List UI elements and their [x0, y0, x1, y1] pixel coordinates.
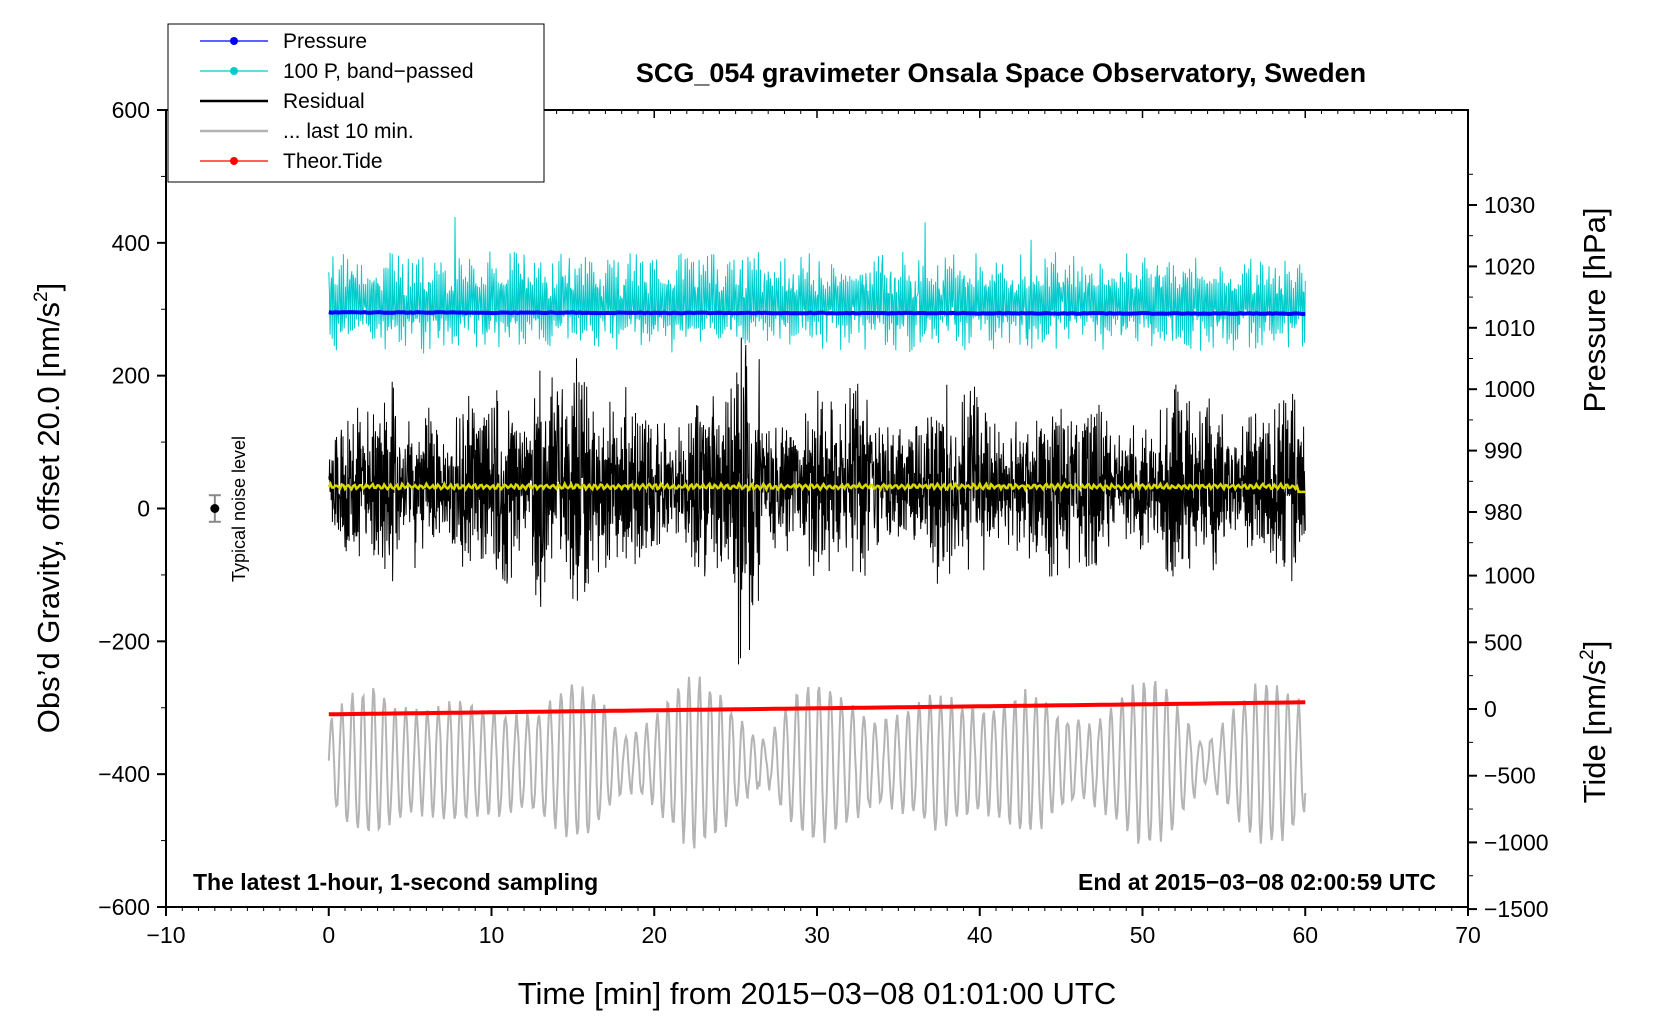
noise-level-marker — [208, 494, 221, 523]
series-residual — [328, 337, 1306, 665]
legend-box — [167, 23, 545, 183]
series-last-10-min — [327, 676, 1307, 849]
x-axis-ticks: −10 0 10 20 30 40 50 60 70 — [146, 110, 1481, 948]
tide-tick-label: 500 — [1484, 629, 1522, 655]
chart-title: SCG_054 gravimeter Onsala Space Observat… — [636, 58, 1366, 88]
legend-label-3: ... last 10 min. — [283, 120, 414, 143]
series-residual-smoothed — [327, 480, 1306, 494]
pressure-tick-label: 1000 — [1484, 376, 1535, 402]
pressure-tick-label: 1030 — [1484, 192, 1535, 218]
x-tick-label: 70 — [1455, 922, 1481, 948]
pressure-tick-label: 980 — [1484, 499, 1522, 525]
series-pressure — [328, 310, 1306, 317]
annotation-sampling: The latest 1-hour, 1-second sampling — [193, 869, 598, 895]
series-theoretical-tide — [328, 700, 1306, 717]
pressure-axis-title: Pressure [hPa] — [1577, 207, 1612, 412]
pressure-tick-label: 1010 — [1484, 315, 1535, 341]
tide-axis-title: Tide [nm/s2] — [1577, 641, 1612, 804]
legend: Pressure 100 P, band−passed Residual ... la… — [167, 23, 545, 183]
legend-label-1: 100 P, band−passed — [283, 60, 474, 83]
noise-level-label: Typical noise level — [229, 436, 249, 582]
y-left-tick-label: −400 — [98, 761, 150, 787]
y-left-tick-label: 600 — [112, 97, 150, 123]
annotation-end-time: End at 2015−03−08 02:00:59 UTC — [1078, 869, 1436, 895]
y-left-tick-label: −600 — [98, 894, 150, 920]
legend-label-4: Theor.Tide — [283, 150, 383, 173]
legend-marker-4 — [230, 157, 238, 165]
tide-axis-ticks: −1500 −1000 −500 0 500 1000 — [1468, 563, 1549, 922]
legend-label-0: Pressure — [283, 30, 367, 53]
y-left-axis-ticks: −600 −400 −200 0 200 400 600 — [98, 97, 166, 920]
x-tick-label: 60 — [1292, 922, 1318, 948]
x-axis-title: Time [min] from 2015−03−08 01:01:00 UTC — [518, 976, 1117, 1011]
trace-layers — [327, 216, 1307, 849]
x-tick-label: 40 — [967, 922, 993, 948]
legend-marker-0 — [230, 37, 238, 45]
tide-tick-label: 1000 — [1484, 563, 1535, 589]
pressure-tick-label: 1020 — [1484, 253, 1535, 279]
series-band-passed-pressure — [328, 216, 1306, 354]
tide-tick-label: −500 — [1484, 763, 1536, 789]
y-left-tick-label: −200 — [98, 628, 150, 654]
y-left-tick-label: 0 — [137, 496, 150, 522]
y-left-axis-title: Obs’d Gravity, offset 20.0 [nm/s2] — [31, 283, 66, 734]
legend-label-2: Residual — [283, 90, 365, 113]
tide-tick-label: −1000 — [1484, 829, 1549, 855]
pressure-tick-label: 990 — [1484, 438, 1522, 464]
x-tick-label: −10 — [146, 922, 185, 948]
x-tick-label: 0 — [322, 922, 335, 948]
y-left-tick-label: 200 — [112, 363, 150, 389]
x-tick-label: 30 — [804, 922, 830, 948]
x-tick-label: 10 — [479, 922, 505, 948]
pressure-axis-ticks: 980 990 1000 1010 1020 1030 — [1468, 173, 1535, 544]
x-tick-label: 20 — [641, 922, 667, 948]
y-left-tick-label: 400 — [112, 230, 150, 256]
x-tick-label: 50 — [1130, 922, 1156, 948]
tide-tick-label: −1500 — [1484, 896, 1549, 922]
legend-marker-1 — [230, 67, 238, 75]
tide-tick-label: 0 — [1484, 696, 1497, 722]
